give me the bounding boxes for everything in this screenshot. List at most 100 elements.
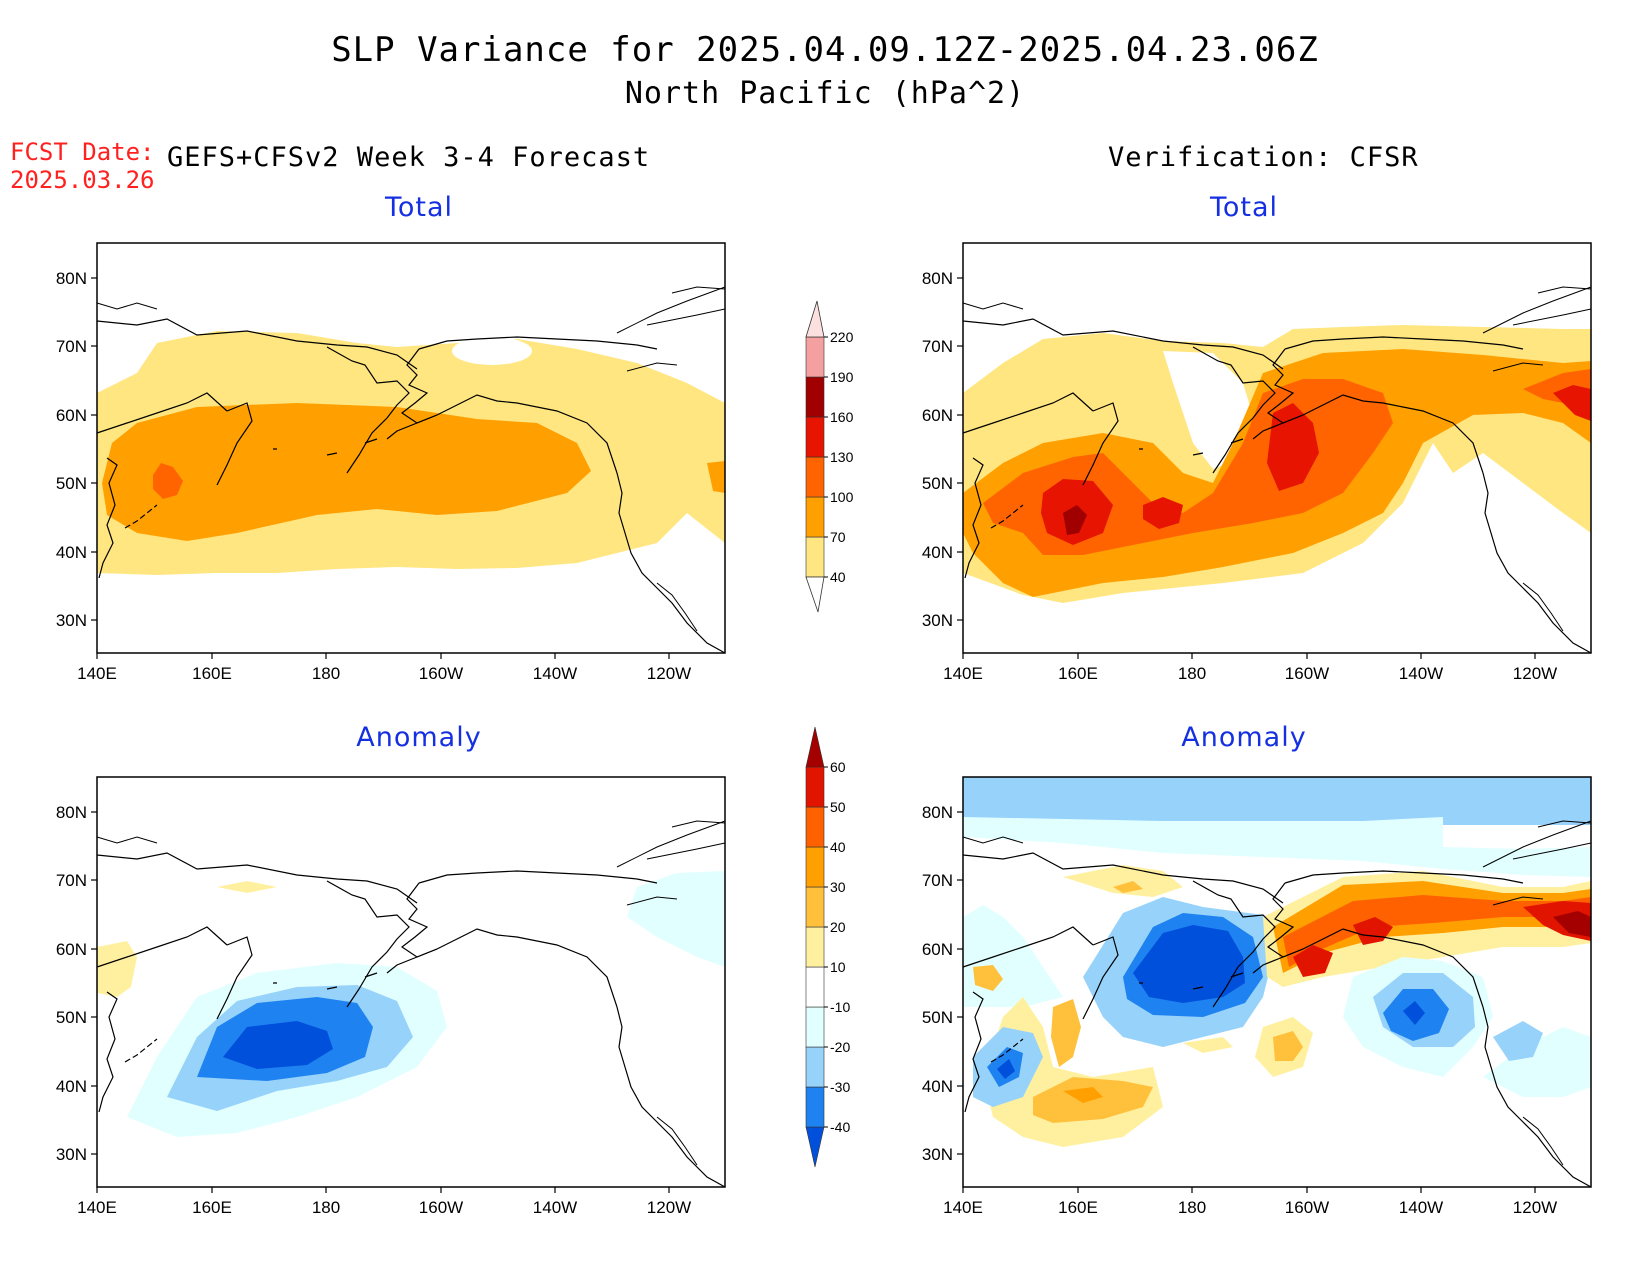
verification-total-lon-label: 180 (1178, 664, 1206, 683)
anomaly-colorbar-label: 10 (830, 959, 846, 975)
verification-total-lat-label: 80N (922, 269, 953, 288)
total-colorbar-label: 160 (830, 409, 854, 425)
forecast-total-lat-label: 70N (56, 337, 87, 356)
verification-anomaly-map (962, 776, 1592, 1188)
forecast-total-lat-label: 80N (56, 269, 87, 288)
forecast-anomaly-title: Anomaly (356, 722, 482, 753)
verification-total-lon-label: 160E (1058, 664, 1098, 683)
forecast-anomaly-lon-label: 140E (77, 1198, 117, 1217)
total-colorbar-swatch (805, 496, 825, 538)
verification-anomaly-lat-label: 60N (922, 940, 953, 959)
verification-total-lon-label: 160W (1285, 664, 1329, 683)
forecast-anomaly-map (96, 776, 726, 1188)
forecast-anomaly-lat-label: 60N (56, 940, 87, 959)
verification-anomaly-lat-label: 30N (922, 1145, 953, 1164)
forecast-total-lon-label: 140W (533, 664, 577, 683)
forecast-anomaly-lon-label: 140W (533, 1198, 577, 1217)
forecast-anomaly-lat-label: 40N (56, 1077, 87, 1096)
verification-total-lat-label: 70N (922, 337, 953, 356)
total-colorbar-swatch (805, 336, 825, 378)
anomaly-colorbar-label: 40 (830, 839, 846, 855)
anomaly-colorbar-swatch (805, 806, 825, 848)
verification-total-lon-label: 140E (943, 664, 983, 683)
anomaly-colorbar-swatch (805, 846, 825, 888)
forecast-total-map (96, 242, 726, 654)
forecast-anomaly-lat-label: 50N (56, 1008, 87, 1027)
verification-anomaly-lat-label: 80N (922, 803, 953, 822)
verification-total-lat-label: 40N (922, 543, 953, 562)
anomaly-colorbar-swatch (805, 1086, 825, 1128)
map-subtitle: North Pacific (hPa^2) (624, 76, 1026, 111)
forecast-anomaly-lat-label: 80N (56, 803, 87, 822)
verification-anomaly-lat-label: 70N (922, 871, 953, 890)
forecast-total-lon-label: 180 (312, 664, 340, 683)
anomaly-colorbar-label: 20 (830, 919, 846, 935)
forecast-anomaly-lon-label: 180 (312, 1198, 340, 1217)
forecast-total-lon-label: 160E (192, 664, 232, 683)
total-colorbar-label: 100 (830, 489, 854, 505)
forecast-total-lon-label: 160W (419, 664, 463, 683)
anomaly-colorbar: -40 -30 -20 -10 10 20 30 40 50 60 (805, 726, 850, 1168)
anomaly-colorbar-label: 50 (830, 799, 846, 815)
total-colorbar-lower-cap (805, 576, 825, 613)
anomaly-colorbar-label: -10 (830, 999, 850, 1015)
verification-total-lon-label: 120W (1513, 664, 1557, 683)
anomaly-colorbar-label: 60 (830, 759, 846, 775)
forecast-total-title: Total (384, 192, 454, 223)
total-colorbar-label: 220 (830, 329, 854, 345)
verification-anomaly-lon-label: 140E (943, 1198, 983, 1217)
anomaly-colorbar-label: 30 (830, 879, 846, 895)
forecast-total-lat-label: 60N (56, 406, 87, 425)
verification-anomaly-lon-label: 160W (1285, 1198, 1329, 1217)
verification-anomaly-lat-label: 50N (922, 1008, 953, 1027)
total-colorbar-swatch (805, 376, 825, 418)
verification-total-lat-label: 60N (922, 406, 953, 425)
anomaly-colorbar-label: -20 (830, 1039, 850, 1055)
anomaly-colorbar-swatch (805, 1046, 825, 1088)
fcst-date-label: FCST Date: (10, 138, 155, 166)
verification-total-lat-label: 30N (922, 611, 953, 630)
forecast-total-lat-label: 50N (56, 474, 87, 493)
forecast-anomaly-lat-label: 30N (56, 1145, 87, 1164)
verification-total-map (962, 242, 1592, 654)
forecast-anomaly-lon-label: 120W (647, 1198, 691, 1217)
total-colorbar-label: 190 (830, 369, 854, 385)
forecast-total-lon-label: 120W (647, 664, 691, 683)
total-colorbar-swatch (805, 456, 825, 498)
anomaly-colorbar-lower-cap (805, 1126, 825, 1168)
verification-total-lon-label: 140W (1399, 664, 1443, 683)
total-colorbar-label: 70 (830, 529, 846, 545)
anomaly-colorbar-swatch (805, 1006, 825, 1048)
verification-anomaly-lon-label: 160E (1058, 1198, 1098, 1217)
verification-column-title: Verification: CFSR (1108, 142, 1419, 173)
forecast-anomaly-lon-label: 160E (192, 1198, 232, 1217)
verification-total-title: Total (1209, 192, 1279, 223)
anomaly-colorbar-label: -40 (830, 1119, 850, 1135)
anomaly-colorbar-swatch (805, 926, 825, 968)
anomaly-colorbar-upper-cap (805, 726, 825, 768)
forecast-anomaly-lon-label: 160W (419, 1198, 463, 1217)
verification-anomaly-lon-label: 180 (1178, 1198, 1206, 1217)
total-colorbar-cap (805, 300, 825, 338)
verification-anomaly-lat-label: 40N (922, 1077, 953, 1096)
verification-anomaly-title: Anomaly (1181, 722, 1307, 753)
forecast-total-lat-label: 30N (56, 611, 87, 630)
verification-anomaly-lon-label: 120W (1513, 1198, 1557, 1217)
forecast-anomaly-lat-label: 70N (56, 871, 87, 890)
anomaly-colorbar-swatch (805, 886, 825, 928)
verification-total-lat-label: 50N (922, 474, 953, 493)
verification-anomaly-lon-label: 140W (1399, 1198, 1443, 1217)
anomaly-colorbar-label: -30 (830, 1079, 850, 1095)
forecast-total-lon-label: 140E (77, 664, 117, 683)
total-colorbar-swatch (805, 536, 825, 578)
anomaly-colorbar-swatch (805, 966, 825, 1008)
fcst-date-value: 2025.03.26 (10, 166, 155, 194)
total-colorbar-label: 40 (830, 569, 846, 585)
total-colorbar-swatch (805, 416, 825, 458)
forecast-column-title: GEFS+CFSv2 Week 3-4 Forecast (167, 142, 651, 173)
forecast-total-lat-label: 40N (56, 543, 87, 562)
map-title: SLP Variance for 2025.04.09.12Z-2025.04.… (331, 30, 1319, 70)
total-colorbar: 40 70 100 130 160 190 220 (805, 300, 854, 613)
total-colorbar-label: 130 (830, 449, 854, 465)
